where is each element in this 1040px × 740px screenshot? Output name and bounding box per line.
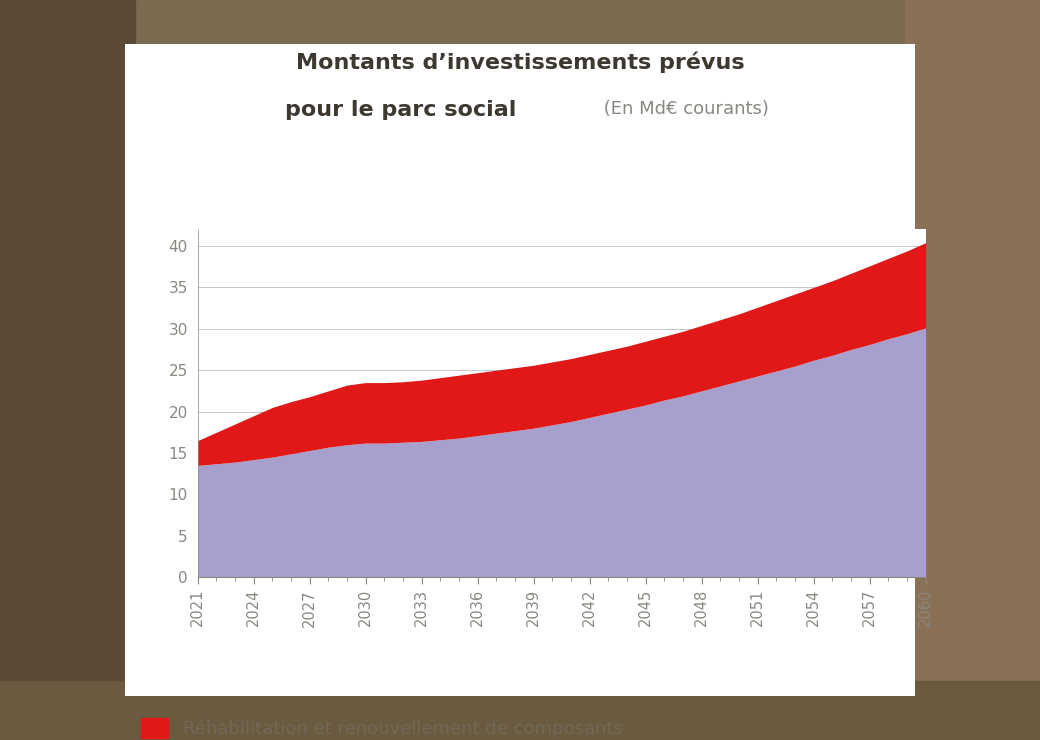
Bar	[0, 681, 1040, 740]
Text: pour le parc social: pour le parc social	[285, 100, 516, 120]
Bar	[0, 0, 135, 740]
Text: Montants d’investissements prévus: Montants d’investissements prévus	[295, 52, 745, 73]
Legend: Réhabilitation et renouvellement de composants, Production: Réhabilitation et renouvellement de comp…	[141, 719, 622, 740]
Bar	[905, 0, 1040, 740]
Text: (En Md€ courants): (En Md€ courants)	[598, 100, 769, 118]
